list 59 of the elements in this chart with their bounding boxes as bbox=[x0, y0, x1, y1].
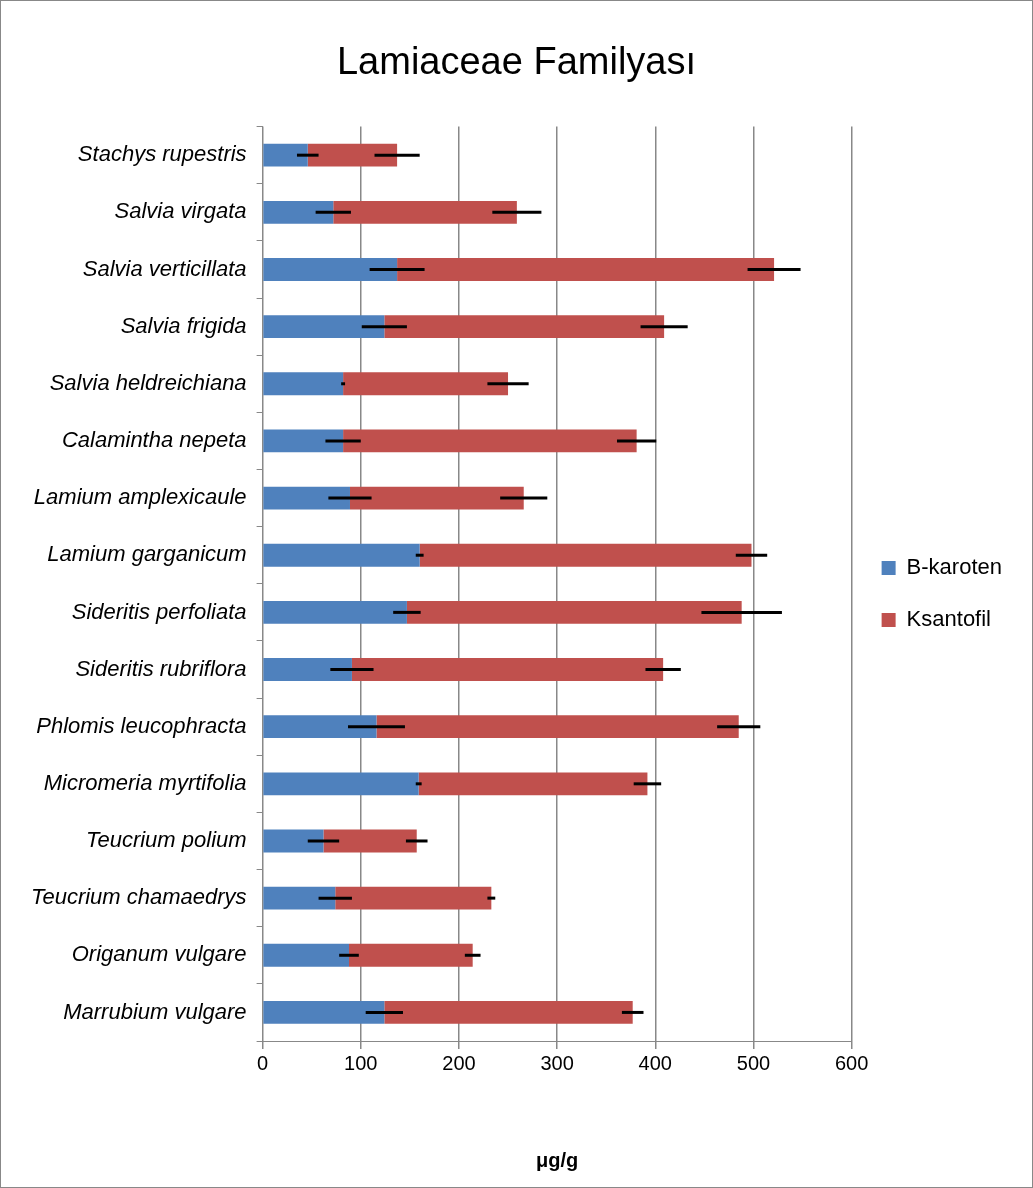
bar bbox=[343, 372, 509, 396]
legend-label: Ksantofil bbox=[906, 606, 992, 632]
y-tick-label: Lamium garganicum bbox=[47, 541, 247, 567]
x-tick-label: 400 bbox=[638, 1051, 672, 1074]
chart-title: Lamiaceae Familyası bbox=[336, 40, 697, 83]
y-tick-label: Teucrium chamaedrys bbox=[31, 884, 247, 910]
bar bbox=[323, 829, 417, 853]
x-axis-title: μg/g bbox=[536, 1148, 579, 1171]
bar bbox=[384, 1001, 633, 1024]
bar bbox=[263, 715, 377, 739]
legend-label: B-karoten bbox=[906, 554, 1003, 580]
bar bbox=[263, 315, 385, 339]
bar bbox=[349, 486, 524, 510]
bar bbox=[263, 943, 349, 967]
y-tick-label: Marrubium vulgare bbox=[63, 998, 247, 1024]
y-tick-label: Sideritis rubriflora bbox=[75, 655, 247, 681]
bar bbox=[343, 429, 637, 453]
x-tick-label: 300 bbox=[540, 1051, 574, 1074]
bar bbox=[263, 143, 308, 167]
bar bbox=[397, 258, 775, 281]
bar bbox=[263, 1001, 385, 1024]
bar bbox=[263, 258, 398, 281]
bar bbox=[263, 486, 350, 510]
x-tick-label: 100 bbox=[344, 1051, 378, 1074]
bar bbox=[263, 429, 344, 453]
bar bbox=[406, 600, 742, 624]
y-tick-label: Phlomis leucophracta bbox=[36, 712, 247, 738]
bar bbox=[376, 715, 739, 739]
bar bbox=[335, 886, 492, 910]
y-tick-label: Stachys rupestris bbox=[77, 141, 247, 167]
bar bbox=[263, 886, 336, 910]
y-tick-label: Micromeria myrtifolia bbox=[43, 769, 247, 795]
bar bbox=[418, 772, 648, 796]
bar bbox=[263, 600, 407, 624]
bar bbox=[263, 372, 344, 396]
x-tick-label: 0 bbox=[257, 1051, 269, 1074]
bar bbox=[384, 315, 665, 339]
y-tick-label: Sideritis perfoliata bbox=[71, 598, 247, 624]
y-tick-label: Salvia frigida bbox=[120, 312, 247, 338]
bar bbox=[263, 829, 324, 853]
bar bbox=[349, 943, 473, 967]
bar bbox=[263, 543, 420, 567]
bar bbox=[419, 543, 752, 567]
y-tick-label: Salvia heldreichiana bbox=[49, 369, 247, 395]
x-tick-label: 500 bbox=[736, 1051, 771, 1074]
bar bbox=[263, 200, 334, 224]
bar bbox=[351, 658, 664, 681]
y-tick-label: Salvia verticillata bbox=[82, 255, 247, 281]
bar bbox=[263, 658, 352, 681]
y-tick-label: Salvia virgata bbox=[114, 198, 247, 224]
y-tick-label: Lamium amplexicaule bbox=[33, 484, 247, 510]
bar bbox=[263, 772, 419, 796]
y-tick-label: Teucrium polium bbox=[86, 827, 247, 853]
bar bbox=[333, 200, 517, 224]
bar bbox=[307, 143, 398, 167]
y-tick-label: Calamintha nepeta bbox=[61, 427, 247, 453]
x-tick-label: 600 bbox=[834, 1051, 869, 1074]
x-tick-label: 200 bbox=[442, 1051, 476, 1074]
y-tick-label: Origanum vulgare bbox=[71, 941, 247, 967]
